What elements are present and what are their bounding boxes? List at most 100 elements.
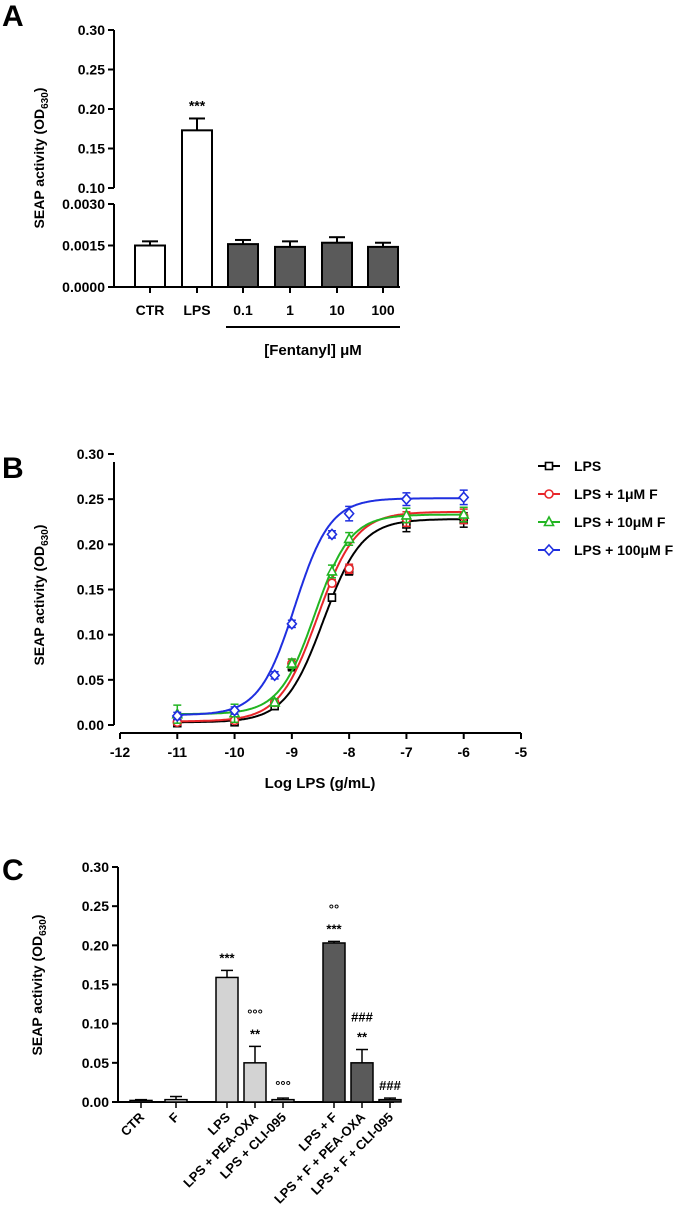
y-tick-label-lower: 0.0000 — [62, 279, 105, 295]
y-tick-label-upper: 0.25 — [78, 62, 105, 78]
y-axis-label: SEAP activity (OD630) — [31, 88, 51, 229]
marker-diamond — [343, 507, 355, 520]
bar — [134, 244, 166, 288]
marker-triangle — [326, 564, 338, 576]
y-axis-label-main: SEAP activity (OD — [31, 546, 47, 666]
marker-diamond — [543, 543, 555, 557]
bar — [367, 245, 399, 288]
marker-diamond — [228, 704, 241, 717]
x-tick-label: -6 — [457, 744, 470, 760]
fit-curve — [177, 513, 464, 716]
y-tick-label: 0.00 — [77, 717, 104, 733]
x-tick-label: F — [166, 1109, 182, 1125]
y-axis-label-close: ) — [31, 525, 47, 530]
significance-label: *** — [219, 950, 235, 965]
bar — [274, 245, 306, 288]
bar — [321, 241, 353, 289]
significance-label: *** — [189, 97, 206, 113]
y-tick-label: 0.30 — [77, 446, 104, 462]
legend-label: LPS — [574, 458, 601, 474]
marker-circle — [344, 563, 354, 574]
panel-c-bar-chart: 0.00 0.05 0.10 0.15 0.20 0.25 0.30 SEAP activit… — [29, 859, 402, 1206]
y-axis-label-close: ) — [31, 88, 47, 93]
x-tick-label: -10 — [224, 744, 244, 760]
x-tick-label: LPS — [183, 302, 210, 318]
bar — [227, 243, 259, 289]
x-tick-label: 10 — [329, 302, 345, 318]
fit-curve — [177, 497, 464, 716]
bar — [215, 976, 239, 1103]
fentanyl-group-label: [Fentanyl] μM — [264, 342, 362, 359]
legend-label: LPS + 10μM F — [574, 514, 666, 530]
y-axis-label: SEAP activity (OD630) — [31, 525, 51, 666]
marker-square — [327, 593, 337, 602]
marker-diamond — [326, 528, 338, 541]
y-tick-label-upper: 0.15 — [78, 141, 105, 157]
marker-diamond — [286, 617, 298, 631]
x-tick-label: -5 — [515, 744, 528, 760]
bar — [271, 1098, 295, 1103]
panel-a-bar-chart: 0.10 0.15 0.20 0.25 0.30 0.0000 0.0015 0.0030 SE… — [31, 22, 400, 359]
bar — [350, 1062, 374, 1103]
significance-label: °°° — [247, 1006, 263, 1021]
y-tick-label: 0.05 — [82, 1055, 109, 1071]
legend-label: LPS + 100μM F — [574, 542, 674, 558]
marker-triangle — [343, 532, 355, 544]
y-tick-label-upper: 0.30 — [78, 22, 105, 38]
y-tick-label: 0.25 — [77, 491, 104, 507]
marker-diamond — [400, 492, 413, 506]
x-tick-label: CTR — [118, 1109, 148, 1139]
marker-circle — [544, 489, 554, 499]
significance-label: ### — [351, 1010, 373, 1025]
bar — [378, 1098, 402, 1103]
significance-label: °°° — [275, 1078, 291, 1093]
panel-label-b: B — [2, 452, 24, 485]
x-tick-label: -12 — [110, 744, 130, 760]
y-tick-label: 0.10 — [82, 1016, 109, 1032]
marker-triangle — [268, 695, 281, 707]
marker-triangle — [457, 507, 470, 519]
x-tick-label: CTR — [136, 302, 165, 318]
y-tick-label: 0.15 — [82, 977, 109, 993]
y-tick-label: 0.00 — [82, 1094, 109, 1110]
marker-triangle — [286, 656, 298, 668]
y-axis-label-main: SEAP activity (OD — [29, 936, 45, 1056]
marker-triangle — [543, 515, 555, 527]
y-tick-label-lower: 0.0015 — [62, 238, 105, 254]
fit-curve — [177, 510, 464, 723]
marker-diamond — [269, 669, 281, 682]
x-tick-label: -7 — [400, 744, 413, 760]
significance-label: ** — [250, 1026, 261, 1041]
bar — [129, 1099, 153, 1103]
fit-curve — [177, 518, 464, 724]
significance-label: ** — [357, 1030, 368, 1045]
y-tick-label: 0.20 — [77, 536, 104, 552]
y-tick-label: 0.25 — [82, 898, 109, 914]
panel-label-c: C — [2, 854, 24, 887]
legend-label: LPS + 1μM F — [574, 486, 658, 502]
y-axis-label: SEAP activity (OD630) — [29, 915, 49, 1056]
y-tick-label-lower: 0.0030 — [62, 196, 105, 212]
significance-label: °° — [329, 901, 339, 916]
y-tick-label-upper: 0.10 — [78, 180, 105, 196]
y-axis-label-close: ) — [29, 915, 45, 920]
bar — [164, 1098, 188, 1103]
y-tick-label: 0.15 — [77, 582, 104, 598]
x-tick-label: 0.1 — [233, 302, 253, 318]
x-tick-label: -9 — [286, 744, 299, 760]
y-axis-label-subscript: 630 — [40, 92, 51, 109]
bar — [181, 129, 213, 288]
significance-label: ### — [379, 1078, 401, 1093]
bar — [243, 1062, 267, 1103]
marker-diamond — [171, 709, 183, 723]
y-axis-label-subscript: 630 — [38, 919, 49, 936]
panel-b-line-chart: 0.00 0.05 0.10 0.15 0.20 0.25 0.30 -12 -11 -10 -9 -… — [31, 446, 674, 792]
marker-circle — [327, 578, 337, 588]
marker-diamond — [458, 491, 470, 504]
y-axis-label-subscript: 630 — [40, 529, 51, 546]
marker-triangle — [400, 508, 413, 520]
x-tick-label: -11 — [168, 744, 188, 760]
x-tick-label: -8 — [343, 744, 356, 760]
y-tick-label: 0.30 — [82, 859, 109, 875]
